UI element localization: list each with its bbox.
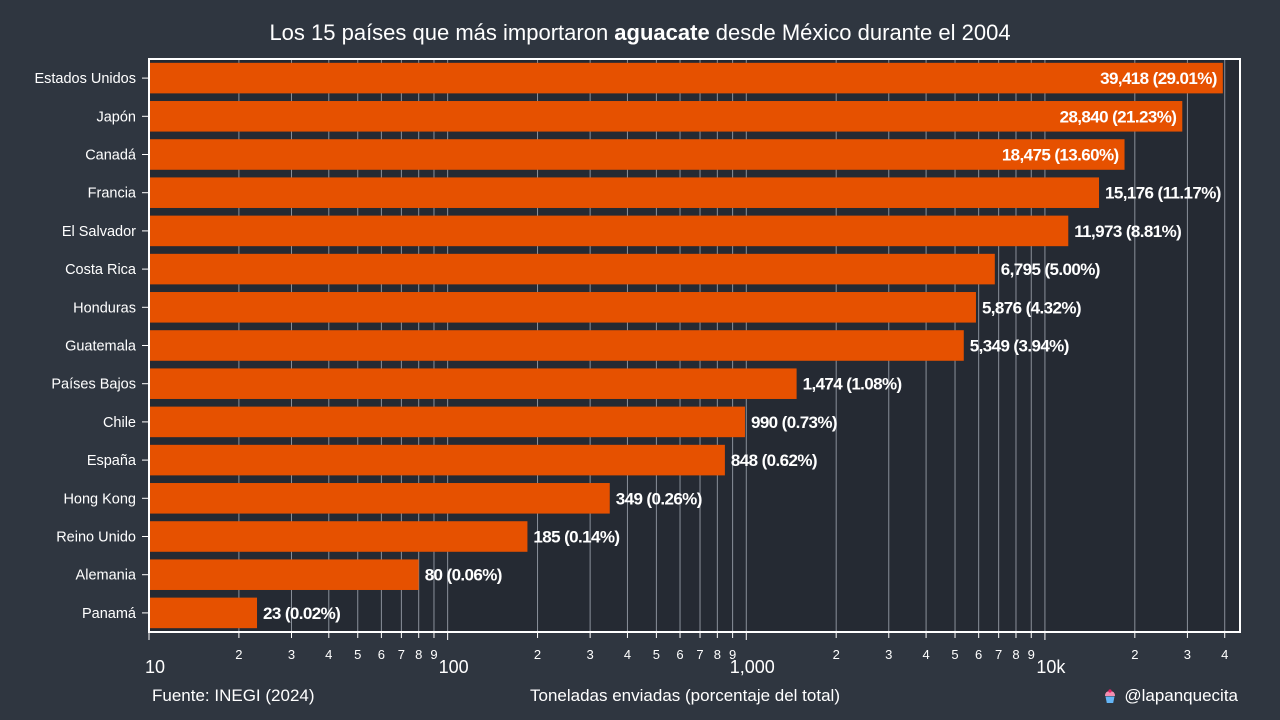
category-label: España	[87, 453, 137, 469]
category-label: Francia	[88, 186, 137, 202]
x-minor-tick-label: 8	[714, 647, 721, 662]
category-label: Panamá	[82, 606, 137, 622]
chart-title-bold: aguacate	[614, 20, 710, 45]
category-label: Honduras	[73, 300, 136, 316]
x-minor-tick-label: 6	[676, 647, 683, 662]
data-label: 990 (0.73%)	[751, 413, 837, 432]
x-minor-tick-label: 7	[696, 647, 703, 662]
x-minor-tick-label: 3	[1184, 647, 1191, 662]
x-minor-tick-label: 2	[235, 647, 242, 662]
x-major-tick-label: 100	[439, 657, 469, 677]
x-minor-tick-label: 9	[430, 647, 437, 662]
x-minor-tick-label: 9	[729, 647, 736, 662]
x-minor-tick-label: 7	[995, 647, 1002, 662]
data-label: 349 (0.26%)	[616, 489, 702, 508]
x-minor-tick-label: 4	[922, 647, 929, 662]
category-label: Países Bajos	[51, 377, 136, 393]
x-minor-tick-label: 6	[378, 647, 385, 662]
data-label: 5,349 (3.94%)	[970, 337, 1069, 356]
bar	[149, 292, 976, 323]
x-minor-tick-label: 9	[1028, 647, 1035, 662]
credit-handle: @lapanquecita	[1124, 686, 1238, 705]
x-major-tick-label: 1,000	[730, 657, 775, 677]
chart-title: Los 15 países que más importaron aguacat…	[0, 20, 1280, 46]
bar	[149, 483, 610, 514]
x-minor-tick-label: 2	[1131, 647, 1138, 662]
x-minor-tick-label: 4	[1221, 647, 1228, 662]
chart-title-pre: Los 15 países que más importaron	[269, 20, 615, 45]
data-label: 15,176 (11.17%)	[1105, 184, 1221, 203]
bar	[149, 253, 995, 285]
x-minor-tick-label: 8	[415, 647, 422, 662]
x-minor-tick-label: 6	[975, 647, 982, 662]
bar	[149, 559, 419, 590]
bar	[149, 406, 745, 438]
chart-title-post: desde México durante el 2004	[709, 20, 1011, 45]
x-minor-tick-label: 3	[587, 647, 594, 662]
category-label: Hong Kong	[63, 491, 136, 507]
x-minor-tick-label: 4	[624, 647, 631, 662]
category-label: Costa Rica	[65, 262, 137, 278]
data-label: 5,876 (4.32%)	[982, 298, 1081, 317]
data-label: 6,795 (5.00%)	[1001, 260, 1100, 279]
data-label: 848 (0.62%)	[731, 451, 817, 470]
bar	[149, 444, 725, 476]
x-minor-tick-label: 5	[653, 647, 660, 662]
source-note: Fuente: INEGI (2024)	[152, 686, 315, 705]
data-label: 11,973 (8.81%)	[1074, 222, 1181, 241]
category-label: Estados Unidos	[34, 71, 136, 87]
category-label: Canadá	[85, 148, 137, 164]
x-major-tick-label: 10k	[1036, 657, 1066, 677]
bar	[149, 139, 1125, 170]
x-minor-tick-label: 4	[325, 647, 332, 662]
bar	[149, 597, 258, 629]
x-minor-tick-label: 2	[534, 647, 541, 662]
bar	[149, 177, 1100, 208]
bar	[149, 62, 1223, 94]
data-label: 28,840 (21.23%)	[1060, 107, 1177, 126]
x-major-tick-label: 10	[145, 657, 165, 677]
bar	[149, 330, 964, 361]
x-minor-tick-label: 3	[885, 647, 892, 662]
category-label: Reino Unido	[56, 530, 136, 546]
x-minor-tick-label: 5	[354, 647, 361, 662]
bar	[149, 521, 528, 552]
x-minor-tick-label: 7	[398, 647, 405, 662]
bar	[149, 215, 1069, 247]
data-label: 23 (0.02%)	[263, 604, 340, 623]
plot-frame	[148, 58, 1241, 633]
category-label: Guatemala	[65, 339, 137, 355]
data-label: 39,418 (29.01%)	[1100, 69, 1217, 88]
data-label: 18,475 (13.60%)	[1002, 146, 1119, 165]
x-minor-tick-label: 3	[288, 647, 295, 662]
x-axis-title: Toneladas enviadas (porcentaje del total…	[530, 686, 840, 705]
x-minor-tick-label: 2	[833, 647, 840, 662]
bar	[149, 368, 797, 399]
category-label: Chile	[103, 415, 136, 431]
data-label: 80 (0.06%)	[425, 566, 502, 585]
category-label: Alemania	[76, 568, 137, 584]
data-label: 1,474 (1.08%)	[803, 375, 902, 394]
x-minor-tick-label: 5	[951, 647, 958, 662]
x-minor-tick-label: 8	[1012, 647, 1019, 662]
bar	[149, 101, 1183, 132]
cupcake-icon	[1105, 689, 1116, 703]
data-label: 185 (0.14%)	[533, 528, 619, 547]
credit: @lapanquecita	[1102, 686, 1238, 706]
category-label: El Salvador	[62, 224, 136, 240]
category-label: Japón	[96, 109, 136, 125]
